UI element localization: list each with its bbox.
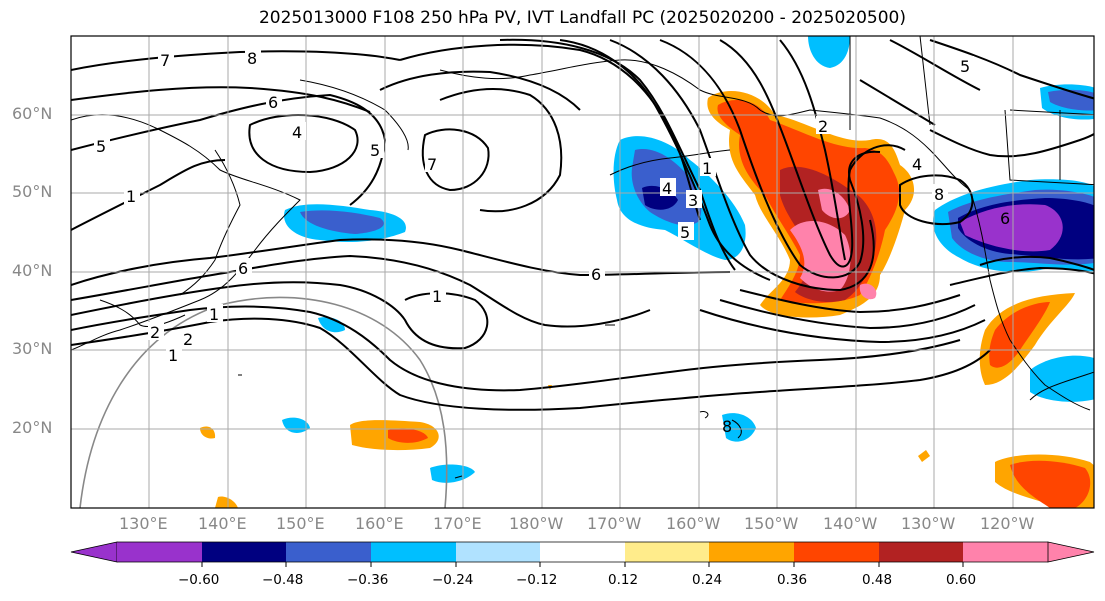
contour-label: 8 <box>722 417 732 436</box>
colorbar <box>70 541 1095 567</box>
contour-label: 4 <box>912 155 922 174</box>
lat-label: 60°N <box>12 104 53 123</box>
lon-label: 130°E <box>119 514 168 533</box>
contour-label: 4 <box>662 179 672 198</box>
lon-label: 140°W <box>823 514 878 533</box>
contour-label: 4 <box>292 123 302 142</box>
colorbar-tick-label: 0.48 <box>862 572 893 588</box>
lat-label: 50°N <box>12 182 53 201</box>
lat-label: 20°N <box>12 418 53 437</box>
colorbar-tick-label: −0.12 <box>516 572 558 588</box>
lon-label: 130°W <box>901 514 956 533</box>
contour-label: 5 <box>960 57 970 76</box>
map-title: 2025013000 F108 250 hPa PV, IVT Landfall… <box>258 8 906 28</box>
colorbar-tick-label: 0.60 <box>946 572 977 588</box>
contour-label: 1 <box>209 305 219 324</box>
contour-label: 2 <box>183 330 193 349</box>
lat-label: 40°N <box>12 261 53 280</box>
lon-label: 170°W <box>587 514 642 533</box>
colorbar-extend-min <box>70 541 118 563</box>
contour-label: 1 <box>432 287 442 306</box>
lon-label: 140°E <box>198 514 247 533</box>
lat-label: 30°N <box>12 339 53 358</box>
contour-label: 2 <box>150 323 160 342</box>
contour-label: 1 <box>168 346 178 365</box>
contour-label: 6 <box>591 265 601 284</box>
colorbar-tick-label: −0.24 <box>432 572 474 588</box>
lon-label: 170°E <box>433 514 482 533</box>
graticule <box>71 36 1094 508</box>
colorbar-tick-label: 0.24 <box>692 572 723 588</box>
colorbar-tick-label: −0.48 <box>262 572 304 588</box>
lon-label: 160°E <box>355 514 404 533</box>
contour-label: 8 <box>247 49 257 68</box>
contour-label: 6 <box>268 93 278 112</box>
lon-label: 150°W <box>744 514 799 533</box>
contour-label: 3 <box>688 191 698 210</box>
contour-label: 5 <box>96 137 106 156</box>
colorbar-tick-label: −0.36 <box>347 572 389 588</box>
great-circle-arc <box>79 296 448 508</box>
contour-label: 1 <box>126 187 136 206</box>
lon-label: 150°E <box>276 514 325 533</box>
map-frame <box>70 35 1095 509</box>
contour-label: 5 <box>680 223 690 242</box>
contour-label: 7 <box>160 51 170 70</box>
ivt-shading <box>200 36 1094 508</box>
contour-label: 6 <box>1000 209 1010 228</box>
contour-label: 2 <box>818 117 828 136</box>
contour-label: 8 <box>934 185 944 204</box>
lon-label: 180°W <box>509 514 564 533</box>
colorbar-extend-max <box>1047 541 1095 563</box>
contour-label: 5 <box>370 141 380 160</box>
colorbar-tick-label: −0.60 <box>178 572 220 588</box>
contour-label: 1 <box>702 159 712 178</box>
colorbar-tick-label: 0.12 <box>608 572 639 588</box>
contour-label: 6 <box>238 259 248 278</box>
lon-label: 120°W <box>980 514 1035 533</box>
contour-label-group: 7 8 6 5 4 5 7 1 6 1 2 1 3 4 5 6 2 4 8 6 … <box>94 48 1010 436</box>
lon-label: 160°W <box>666 514 721 533</box>
contour-label: 7 <box>427 155 437 174</box>
colorbar-tick-label: 0.36 <box>777 572 808 588</box>
